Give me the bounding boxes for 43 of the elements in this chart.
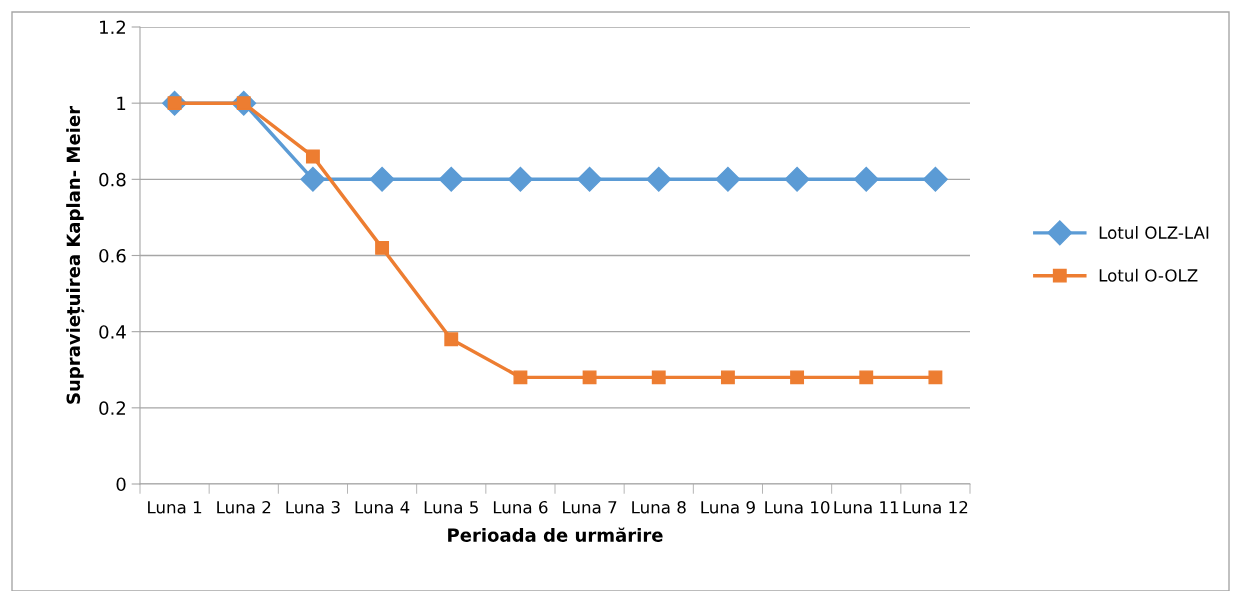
x-tick-label: Luna 12 [903,500,968,514]
x-tick-label: Luna 3 [286,500,340,514]
point [922,166,948,192]
point [720,370,735,385]
point [375,240,390,255]
x-tick-label: Luna 11 [834,501,899,514]
legend-label: Lotul OLZ-LAI [1099,226,1209,239]
legend-label: Lotul O-OLZ [1099,268,1198,282]
y-tick-label: 1.2 [100,20,125,34]
point [928,370,943,385]
y-tick-label: 0.4 [99,325,126,339]
x-tick-label: Luna 9 [701,500,755,514]
y-axis-title: Supraviețuirea Kaplan- Meier [66,106,85,404]
x-tick-label: Luna 5 [424,501,478,514]
point [784,166,810,192]
y-tick-label: 0.2 [99,401,125,415]
point [300,166,326,192]
y-tick-label: 1 [117,96,126,111]
y-tick-label: 0.8 [99,172,126,187]
point [513,370,528,385]
x-axis-title: Perioada de urmărire [448,527,663,542]
x-tick-label: Luna 6 [493,500,548,514]
point [369,166,395,192]
y-tick-label: 0.6 [99,248,126,263]
point [577,166,603,192]
x-tick-label: Luna 8 [632,500,686,514]
point [582,370,597,385]
x-tick-label: Luna 4 [355,501,410,514]
x-tick-label: Luna 10 [765,500,830,514]
point [444,332,459,347]
y-tick-label: 0 [116,477,126,492]
point [790,370,805,385]
point [651,370,666,385]
x-tick-label: Luna 1 [148,501,202,514]
x-tick-label: Luna 2 [217,500,271,514]
point [646,166,672,192]
x-tick-label: Luna 7 [563,501,617,514]
point [853,166,879,192]
point [507,166,533,192]
point [715,166,741,192]
point [438,166,464,192]
point [859,370,874,385]
point [305,149,320,164]
